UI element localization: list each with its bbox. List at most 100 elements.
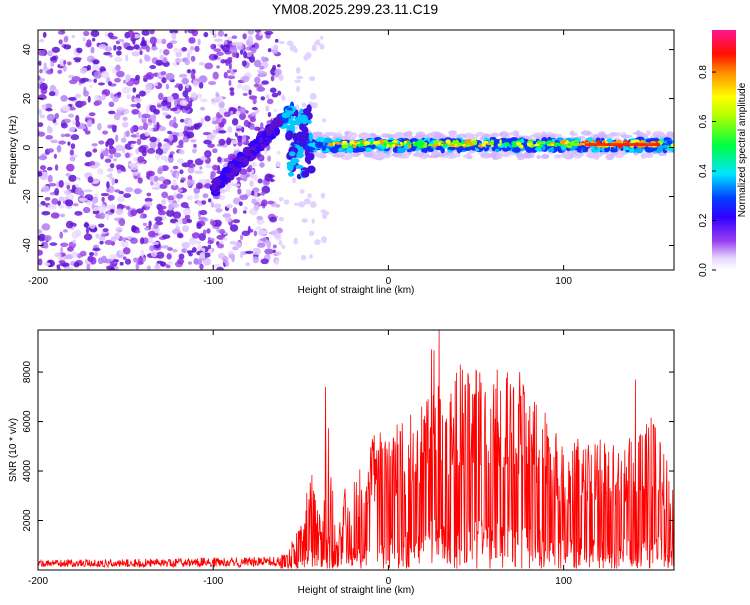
spectrogram-cell [594,154,600,161]
spectrogram-cell [106,204,115,210]
spectrogram-cell [64,133,71,138]
spectrogram-cell [122,168,126,172]
spectrogram-cell [249,180,254,187]
spectrogram-cell [445,139,451,144]
spectrogram-cell [199,252,206,260]
spectrogram-cell [116,91,122,96]
spectrogram-cell [182,90,189,98]
spectrogram-cell [162,142,171,151]
spectrogram-cell [153,223,159,230]
spectrogram-cell [75,183,79,188]
spectrogram-cell [190,46,195,51]
spectrogram-cell [171,32,177,40]
spectrogram-cell [255,108,260,114]
spectrogram-cell [113,113,121,121]
spectrogram-cell [467,133,479,140]
spectrogram-cell [229,46,238,55]
spectrogram-cell [154,216,163,222]
spectrogram-cell [462,154,472,159]
spectrogram-cell [408,144,412,149]
spectrogram-cell [108,110,116,115]
spectrogram-cell [63,60,67,65]
spectrogram-cell [259,31,263,36]
spectrogram-cell [212,71,219,80]
spectrogram-cell [50,139,59,144]
spectrogram-cell [68,174,77,182]
spectrogram-cell [447,146,456,151]
spectrogram-cell [264,147,268,155]
spectrogram-cell [188,237,197,246]
spectrogram-cell [252,247,261,256]
spectrogram-cell [67,141,71,146]
spectrogram-cell [285,131,293,141]
spectrogram-cell [93,78,97,83]
spectrogram-cell [73,261,80,268]
spectrogram-cell [260,122,264,129]
spectrogram-cell [178,253,185,260]
spectrogram-cell [241,134,247,143]
spectrogram-cell [101,70,110,79]
spectrogram-cell [161,234,171,239]
spectrogram-cell [126,81,135,87]
colorbar-tick-label: 0.4 [698,164,709,178]
spectrogram-cell [63,37,69,43]
spectrogram-cell [182,130,189,135]
spectrogram-cell [387,142,395,145]
spectrogram-cell [98,212,106,220]
spectrogram-cell [66,184,71,190]
spectrogram-cell [494,148,500,153]
spectrogram-cell [97,82,105,86]
spectrogram-cell [145,170,155,177]
spectrogram-cell [260,191,265,196]
spectrogram-cell [434,145,443,150]
spectrogram-cell [218,101,225,109]
spectrogram-cell [241,60,247,67]
spectrogram-cell [141,36,145,44]
spectrogram-cell [157,210,166,216]
spectrogram-cell [45,107,53,112]
spectrogram-cell [146,265,151,270]
spectrogram-xlabel: Height of straight line (km) [298,285,415,296]
spectrogram-cell [168,204,172,211]
spectrogram-cell [437,140,443,144]
spectrogram-cell [191,232,201,239]
spectrogram-cell [50,212,60,219]
spectrogram-cell [226,137,232,146]
spectrogram-cell [186,250,194,254]
spectrogram-cell [197,38,201,46]
spectrogram-cell [148,220,152,228]
spectrogram-cell [156,104,163,108]
spectrogram-cell [357,147,366,153]
spectrogram-cell [120,239,129,248]
spectrogram-cell [92,148,98,153]
spectrogram-cell [118,250,124,256]
spectrogram-cell [125,74,132,82]
spectrogram-cell [38,122,44,128]
spectrogram-cell [149,141,157,149]
spectrogram-cell [149,64,157,70]
spectrogram-cell [201,200,207,205]
spectrogram-cell [279,41,285,45]
spectrogram-cell [267,111,272,118]
spectrogram-cell [169,107,178,112]
spectrogram-cell [151,186,161,190]
spectrogram-cell [150,251,158,257]
spectrogram-cell [226,203,233,209]
spectrogram-cell [314,239,321,245]
spectrogram-cell [38,258,43,266]
spectrogram-cell [294,109,299,118]
spectrogram-cell [311,218,315,224]
spectrogram-cell [202,257,211,266]
spectrogram-cell [149,36,157,45]
spectrogram-cell [605,153,615,161]
spectrogram-cell [38,204,44,208]
spectrogram-cell [46,69,54,75]
spectrogram-cell [394,144,402,147]
spectrogram-cell [228,253,236,259]
spectrogram-cell [199,263,204,270]
spectrogram-cell [322,215,328,219]
spectrogram-cell [316,154,325,159]
figure-title: YM08.2025.299.23.11.C19 [272,1,439,17]
spectrogram-cell [144,197,153,203]
spectrogram-cell [499,139,502,144]
